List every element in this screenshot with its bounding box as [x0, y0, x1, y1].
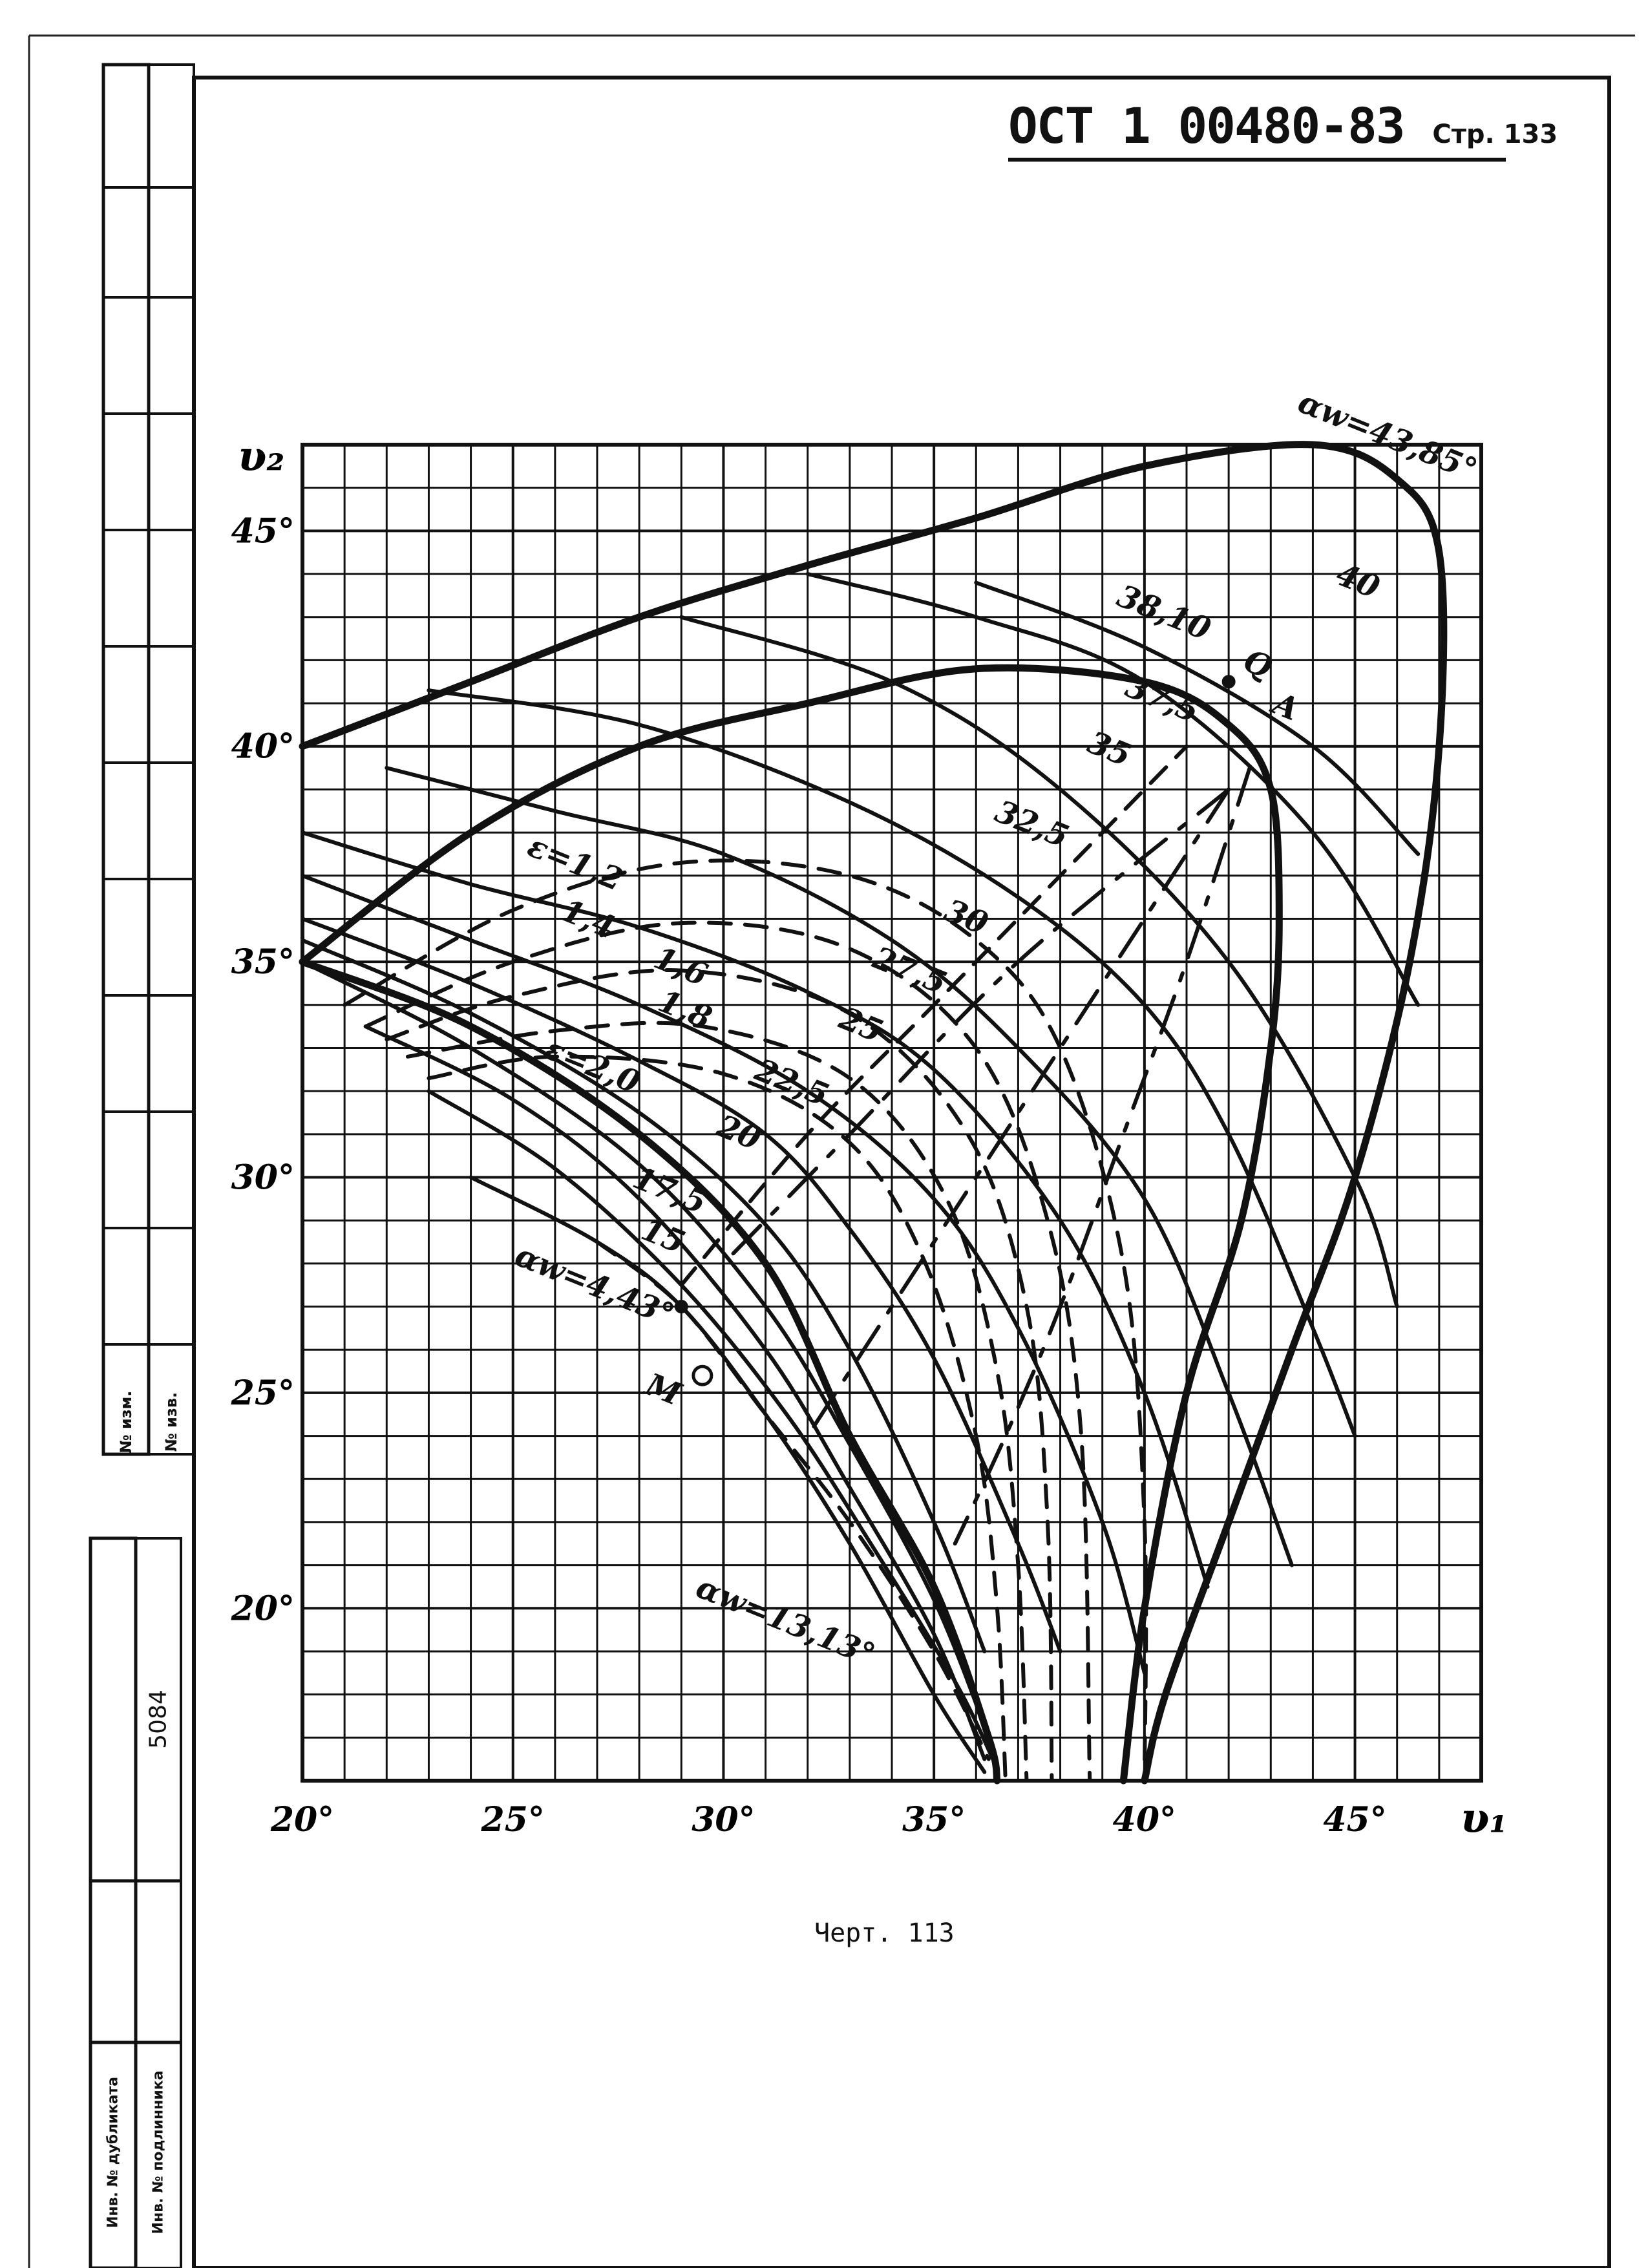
document-header: ОСТ 1 00480-83 Стр. 133 — [1008, 97, 1558, 154]
curve-label: 27,5 — [867, 940, 951, 1002]
y-tick-label: 45° — [231, 511, 295, 551]
x-tick-label: 30° — [692, 1800, 755, 1839]
plot-border — [301, 443, 1483, 1783]
series-line-M — [595, 1240, 991, 1761]
series-line-27-5 — [301, 873, 1146, 1675]
series-line-40 — [974, 580, 1421, 856]
curve-label: M — [639, 1366, 687, 1413]
series-line-25 — [301, 917, 1062, 1653]
marker-dot-q — [1221, 675, 1236, 689]
curve-label: 35 — [1083, 725, 1136, 774]
curve-label: 20 — [712, 1108, 766, 1158]
series-line-17-5 — [363, 1024, 987, 1761]
series-line-1-6 — [385, 968, 1054, 1783]
series-line-1-4 — [363, 920, 1092, 1783]
chart-ticks: 20° 25° 30° 35° 40° 45° 20° 25° 30° 35° 40° 45° — [231, 511, 1387, 1839]
series-line-20 — [301, 960, 991, 1740]
series-line-αw-13-13- — [299, 958, 1001, 1785]
chart-curves — [299, 441, 1448, 1785]
x-tick-label: 25° — [481, 1800, 545, 1839]
y-tick-label: 40° — [231, 727, 295, 767]
page-label: Стр. 133 — [1432, 120, 1558, 149]
curve-label: 1,4 — [556, 893, 620, 946]
curve-label: 38,10 — [1112, 578, 1216, 648]
header-underline — [1008, 158, 1506, 162]
marker-M — [692, 1364, 713, 1386]
curve-label: 30 — [940, 893, 993, 942]
series-line-Q — [299, 664, 1283, 1785]
series-line-αw-43-85- — [299, 441, 1448, 1785]
y-tick-label: 20° — [231, 1589, 295, 1628]
curve-label: 40 — [1331, 556, 1385, 606]
y-axis-label: υ₂ — [238, 432, 284, 481]
series-line-30 — [301, 831, 1210, 1589]
series-line-22-5 — [301, 938, 987, 1653]
x-tick-label: 45° — [1323, 1800, 1386, 1839]
series-line-1-8 — [405, 1021, 1029, 1783]
series-line-unlabeled — [721, 787, 1231, 1266]
series-line-38-10 — [805, 572, 1421, 1007]
x-tick-label: 20° — [270, 1800, 334, 1839]
x-axis-label: υ₁ — [1461, 1794, 1507, 1843]
y-tick-label: 35° — [231, 942, 295, 982]
series-line-ε-2-0 — [427, 1054, 1008, 1783]
series-line-A — [679, 744, 1188, 1288]
curve-label: αw=13,13° — [691, 1569, 880, 1673]
standard-number: ОСТ 1 00480-83 — [1008, 97, 1406, 154]
curve-label: 37,5 — [1121, 668, 1204, 730]
series-line-unlabeled — [805, 787, 1231, 1438]
series-line-32-5 — [385, 766, 1294, 1567]
x-tick-label: 35° — [902, 1800, 966, 1839]
y-tick-label: 25° — [231, 1373, 295, 1413]
x-tick-label: 40° — [1113, 1800, 1176, 1839]
y-tick-label: 30° — [231, 1158, 295, 1198]
figure-caption: Черт. 113 — [814, 1918, 955, 1948]
series-line-ε-1-2 — [343, 858, 1148, 1783]
series-line-15 — [427, 1089, 995, 1761]
marker-dot-a — [674, 1300, 688, 1314]
chart-markers — [674, 675, 1236, 1386]
curve-label: 17,5 — [628, 1160, 712, 1222]
